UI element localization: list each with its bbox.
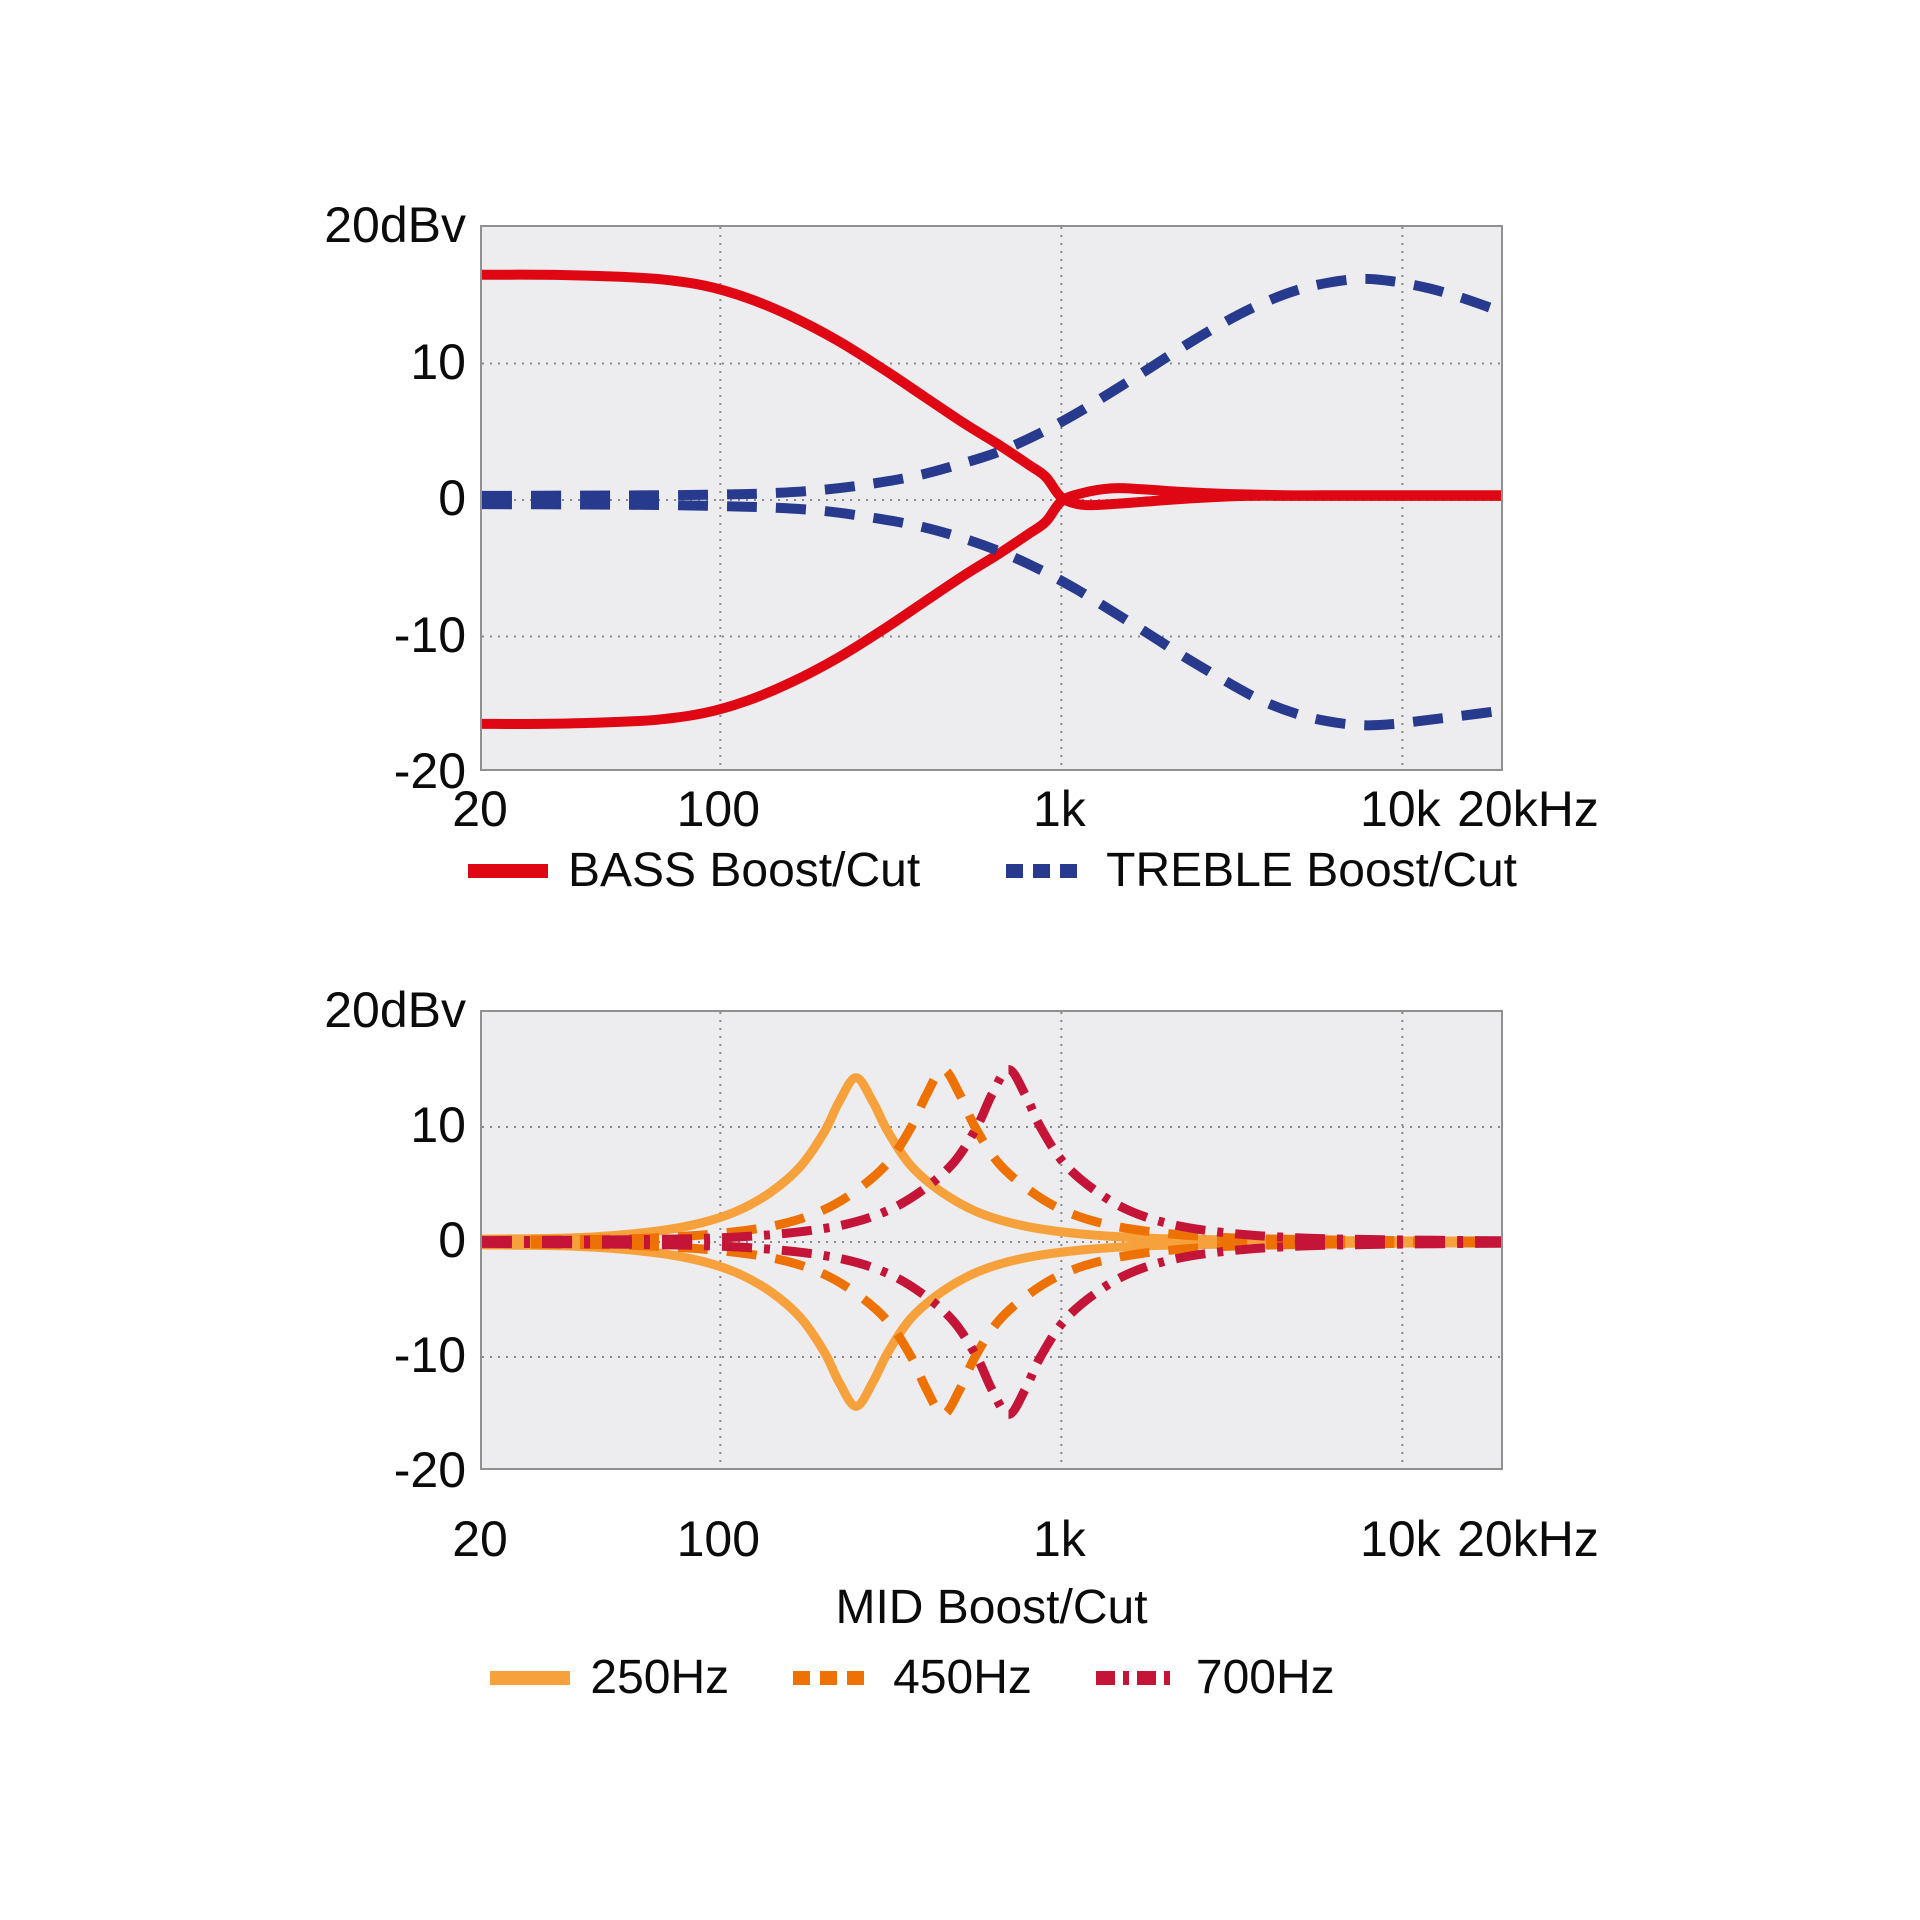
y-tick-label: 10 (410, 333, 466, 390)
legend-item-450hz: 450Hz (791, 1652, 1032, 1704)
y-tick-label: -20 (393, 743, 466, 799)
y-tick-label: -20 (393, 1442, 466, 1498)
curve-250hz-boost (482, 1073, 1501, 1246)
x-tick-label: 20 (452, 1511, 508, 1567)
curve-700hz-boost (482, 1064, 1501, 1246)
legend-label-450hz: 450Hz (893, 1651, 1032, 1704)
bass-treble-curves (482, 227, 1501, 769)
y-tick-label: 20dBv (324, 982, 466, 1038)
legend-label-bass: BASS Boost/Cut (568, 844, 921, 897)
y-tick-label: 20dBv (324, 197, 466, 253)
legend-item-250hz: 250Hz (488, 1652, 729, 1704)
legend-label-700hz: 700Hz (1195, 1651, 1335, 1704)
x-tick-label: 20kHz (1457, 781, 1599, 837)
y-tick-label: -10 (393, 1327, 466, 1383)
mid-450hz-line-swatch-icon (793, 1671, 874, 1685)
x-tick-label: 10k (1360, 1511, 1441, 1567)
y-tick-label: -10 (393, 606, 466, 663)
x-tick-label: 100 (676, 781, 761, 837)
curve-bass-boost-cut-cut (482, 483, 1501, 729)
curve-treble-boost-cut-boost (482, 273, 1501, 501)
treble-line-swatch-icon (1006, 864, 1087, 878)
y-tick-label: 10 (410, 1097, 466, 1153)
bass-line-swatch-icon (468, 864, 548, 878)
mid-250hz-line-swatch-icon (490, 1671, 571, 1685)
x-tick-label: 1k (1032, 1511, 1086, 1567)
x-tick-label: 10k (1360, 781, 1441, 837)
x-tick-label: 20kHz (1457, 1511, 1599, 1567)
x-tick-label: 1k (1032, 781, 1086, 837)
x-tick-label: 20 (452, 781, 508, 837)
curve-700hz-cut (482, 1238, 1501, 1420)
legend-item-treble: TREBLE Boost/Cut (1004, 845, 1517, 897)
legend-label-treble: TREBLE Boost/Cut (1106, 844, 1518, 897)
mid-curves (482, 1012, 1501, 1468)
y-tick-label: 0 (438, 1212, 466, 1268)
legend-item-700hz: 700Hz (1094, 1652, 1335, 1704)
bass-treble-legend: BASS Boost/Cut TREBLE Boost/Cut (468, 845, 1517, 897)
x-tick-label: 100 (676, 1511, 761, 1567)
mid-legend: 250Hz 450Hz 700Hz (400, 1652, 1423, 1704)
curve-bass-boost-cut-boost (482, 269, 1501, 511)
curve-450hz-cut (482, 1238, 1501, 1420)
curve-450hz-boost (482, 1064, 1501, 1246)
bass-treble-plot-area (480, 225, 1503, 771)
mid-plot-area (480, 1010, 1503, 1470)
legend-item-bass: BASS Boost/Cut (466, 845, 920, 897)
legend-label-250hz: 250Hz (590, 1651, 730, 1704)
curve-250hz-cut (482, 1238, 1501, 1411)
mid-chart-title: MID Boost/Cut (835, 1581, 1148, 1634)
curve-treble-boost-cut-cut (482, 499, 1501, 731)
y-tick-label: 0 (438, 470, 466, 526)
mid-700hz-line-swatch-icon (1095, 1671, 1176, 1685)
